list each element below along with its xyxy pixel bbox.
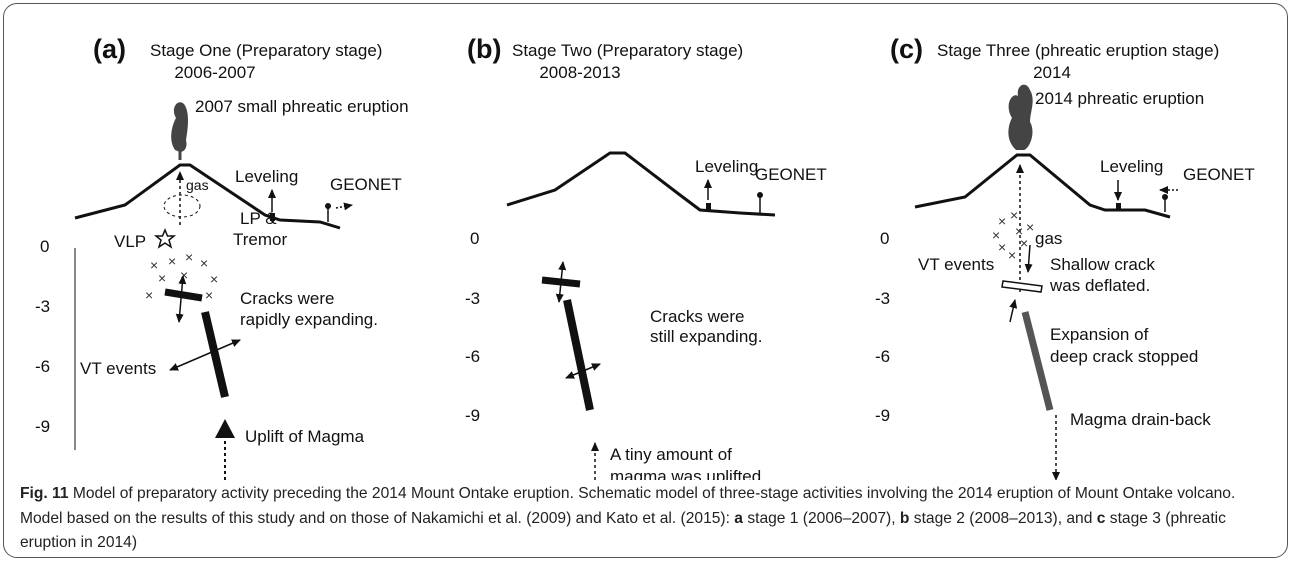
svg-text:×: × [200, 255, 208, 271]
svg-text:×: × [168, 253, 176, 269]
annotation: VT events [80, 359, 156, 378]
depth-label: -9 [35, 417, 50, 436]
depth-label: -6 [35, 357, 50, 376]
caption-key: a [734, 510, 743, 527]
annotation: rapidly expanding. [240, 310, 378, 329]
deep-crack [567, 300, 590, 410]
svg-text:×: × [210, 271, 218, 287]
annotation: Expansion of [1050, 325, 1149, 344]
panel-label: (c) [890, 34, 923, 64]
annotation: GEONET [330, 175, 402, 194]
svg-text:×: × [180, 267, 188, 283]
shallow-crack [1002, 281, 1042, 292]
panel-a: (a) Stage One (Preparatory stage) 2006-2… [35, 34, 409, 480]
svg-text:×: × [1010, 207, 1018, 223]
annotation: Leveling [1100, 157, 1163, 176]
annotation: gas [1035, 229, 1062, 248]
depth-label: 0 [470, 229, 479, 248]
annotation: Uplift of Magma [245, 427, 365, 446]
caption-item: stage 1 (2006–2007), [747, 510, 895, 527]
annotation: still expanding. [650, 327, 762, 346]
panel-label: (a) [93, 34, 126, 64]
deep-crack [1025, 312, 1050, 410]
annotation: Leveling [695, 157, 758, 176]
opening-arrow [170, 340, 240, 370]
shallow-crack [165, 292, 202, 298]
panel-period: 2008-2013 [539, 63, 620, 82]
annotation: VLP [114, 232, 146, 251]
annotation: Tremor [233, 230, 287, 249]
annotation: Magma drain-back [1070, 410, 1211, 429]
annotation: deep crack stopped [1050, 347, 1198, 366]
vt-crosses: ×××× ×××× [992, 207, 1034, 263]
annotation: LP & [240, 209, 277, 228]
depth-label: -9 [465, 406, 480, 425]
gnss-site [757, 192, 763, 198]
gnss-site [1162, 194, 1168, 200]
svg-text:×: × [1008, 247, 1016, 263]
annotation: magma was uplifted [610, 467, 761, 480]
svg-text:×: × [145, 287, 153, 303]
plume [171, 102, 188, 152]
panel-period: 2014 [1033, 63, 1071, 82]
svg-text:×: × [158, 270, 166, 286]
panel-b: (b) Stage Two (Preparatory stage) 2008-2… [465, 34, 827, 480]
caption: Fig. 11 Model of preparatory activity pr… [20, 482, 1282, 556]
annotation: 2007 small phreatic eruption [195, 97, 409, 116]
panel-title: Stage One (Preparatory stage) [150, 41, 382, 60]
annotation: Cracks were [240, 289, 334, 308]
panel-period: 2006-2007 [174, 63, 255, 82]
caption-key: c [1097, 510, 1106, 527]
gnss-site [325, 203, 331, 209]
caption-key: b [900, 510, 910, 527]
plume [1008, 85, 1032, 150]
diagram: (a) Stage One (Preparatory stage) 2006-2… [0, 0, 1295, 480]
depth-label: 0 [880, 229, 889, 248]
annotation: Cracks were [650, 307, 744, 326]
annotation: GEONET [755, 165, 827, 184]
annotation: Leveling [235, 167, 298, 186]
mountain-profile [75, 165, 340, 228]
deflation-arrow [1028, 245, 1030, 272]
annotation: 2014 phreatic eruption [1035, 89, 1204, 108]
depth-label: -6 [465, 347, 480, 366]
annotation: GEONET [1183, 165, 1255, 184]
caption-item: stage 2 (2008–2013), and [914, 510, 1093, 527]
svg-text:×: × [205, 287, 213, 303]
depth-label: -9 [875, 406, 890, 425]
depth-label: -3 [35, 297, 50, 316]
svg-text:×: × [185, 249, 193, 265]
panel-title: Stage Three (phreatic eruption stage) [937, 41, 1219, 60]
depth-label: 0 [40, 237, 49, 256]
annotation: A tiny amount of [610, 445, 732, 464]
svg-text:×: × [1026, 219, 1034, 235]
vlp-star [156, 230, 174, 247]
depth-label: -6 [875, 347, 890, 366]
annotation: gas [186, 177, 209, 193]
panel-label: (b) [467, 34, 501, 64]
caption-label: Fig. 11 [20, 485, 69, 502]
leveling-site [706, 203, 711, 211]
depth-label: -3 [875, 289, 890, 308]
annotation: was deflated. [1049, 276, 1150, 295]
annotation: VT events [918, 255, 994, 274]
source-ellipse [164, 195, 200, 217]
annotation: Shallow crack [1050, 255, 1155, 274]
deflation-arrow [1010, 300, 1015, 322]
gnss-arrow [336, 205, 352, 208]
svg-text:×: × [1020, 235, 1028, 251]
panel-c: (c) Stage Three (phreatic eruption stage… [875, 34, 1255, 480]
svg-text:×: × [998, 239, 1006, 255]
panel-title: Stage Two (Preparatory stage) [512, 41, 743, 60]
leveling-site [1116, 203, 1121, 211]
depth-label: -3 [465, 289, 480, 308]
svg-text:×: × [150, 257, 158, 273]
